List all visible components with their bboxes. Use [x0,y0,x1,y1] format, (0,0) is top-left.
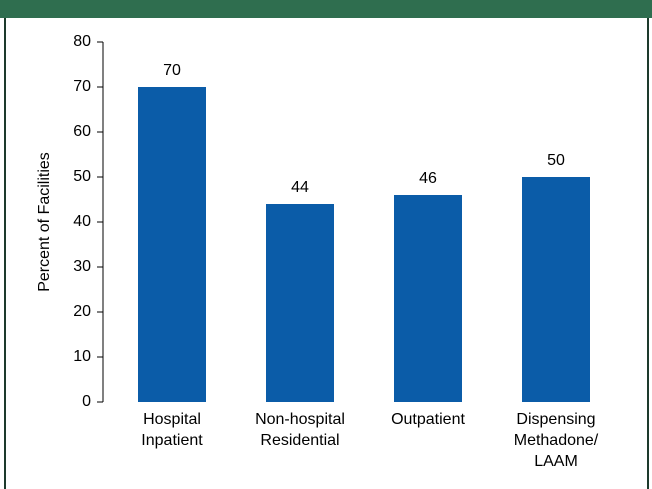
y-tick-label: 10 [73,348,91,365]
bar [266,204,334,402]
bar [138,87,206,402]
y-tick-label: 0 [82,393,91,410]
value-label: 50 [547,152,565,169]
bar [522,177,590,402]
y-tick-label: 60 [73,123,91,140]
x-tick-label: Dispensing Methadone/LAAM [514,411,599,470]
x-tick-label: Non-hospital Residential [255,411,345,449]
x-tick-label: Outpatient [391,411,465,428]
y-axis-label: Percent of Facilities [36,152,53,292]
value-label: 70 [163,62,181,79]
value-label: 44 [291,179,309,196]
left-border [4,18,6,489]
y-tick-label: 80 [73,33,91,50]
x-tick-label: Hospital Inpatient [141,411,203,449]
y-tick-label: 40 [73,213,91,230]
value-label: 46 [419,170,437,187]
y-tick-label: 50 [73,168,91,185]
y-tick-label: 20 [73,303,91,320]
right-border [647,18,649,489]
bar [394,195,462,402]
y-tick-label: 30 [73,258,91,275]
y-tick-label: 70 [73,78,91,95]
top-band [0,0,652,18]
